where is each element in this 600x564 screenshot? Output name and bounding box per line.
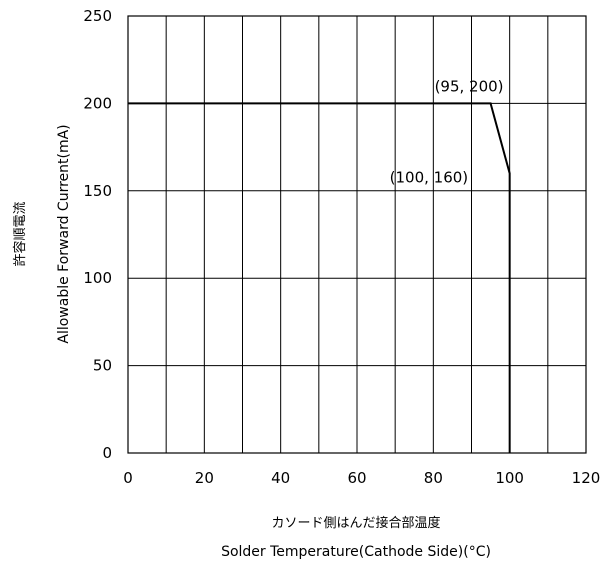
data-point-annotation: (100, 160) bbox=[390, 168, 469, 186]
x-tick-label: 0 bbox=[123, 469, 133, 487]
x-axis-title-jp: カソード側はんだ接合部温度 bbox=[271, 515, 440, 531]
y-tick-label: 200 bbox=[83, 94, 112, 112]
data-point-annotation: (95, 200) bbox=[435, 77, 504, 95]
y-axis-title: Allowable Forward Current(mA) bbox=[56, 124, 72, 343]
series-line bbox=[128, 102, 511, 453]
x-tick-labels: 0 20 40 60 80 100 120 bbox=[123, 469, 600, 487]
y-axis-title-jp: 許容順電流 bbox=[12, 201, 28, 266]
annotations: (95, 200) (100, 160) bbox=[390, 77, 504, 186]
series-group bbox=[128, 102, 511, 453]
y-tick-label: 0 bbox=[102, 444, 112, 462]
grid bbox=[128, 16, 586, 453]
y-tick-label: 100 bbox=[83, 269, 112, 287]
y-tick-labels: 0 50 100 150 200 250 bbox=[83, 7, 112, 462]
x-axis-title: Solder Temperature(Cathode Side)(°C) bbox=[221, 544, 491, 560]
x-tick-label: 120 bbox=[572, 469, 600, 487]
x-tick-label: 20 bbox=[195, 469, 214, 487]
y-tick-label: 50 bbox=[93, 357, 112, 375]
x-tick-label: 80 bbox=[424, 469, 443, 487]
y-tick-label: 150 bbox=[83, 182, 112, 200]
plot-frame bbox=[127, 15, 587, 454]
x-tick-label: 40 bbox=[271, 469, 290, 487]
y-tick-label: 250 bbox=[83, 7, 112, 25]
x-tick-label: 100 bbox=[495, 469, 524, 487]
x-tick-label: 60 bbox=[347, 469, 366, 487]
